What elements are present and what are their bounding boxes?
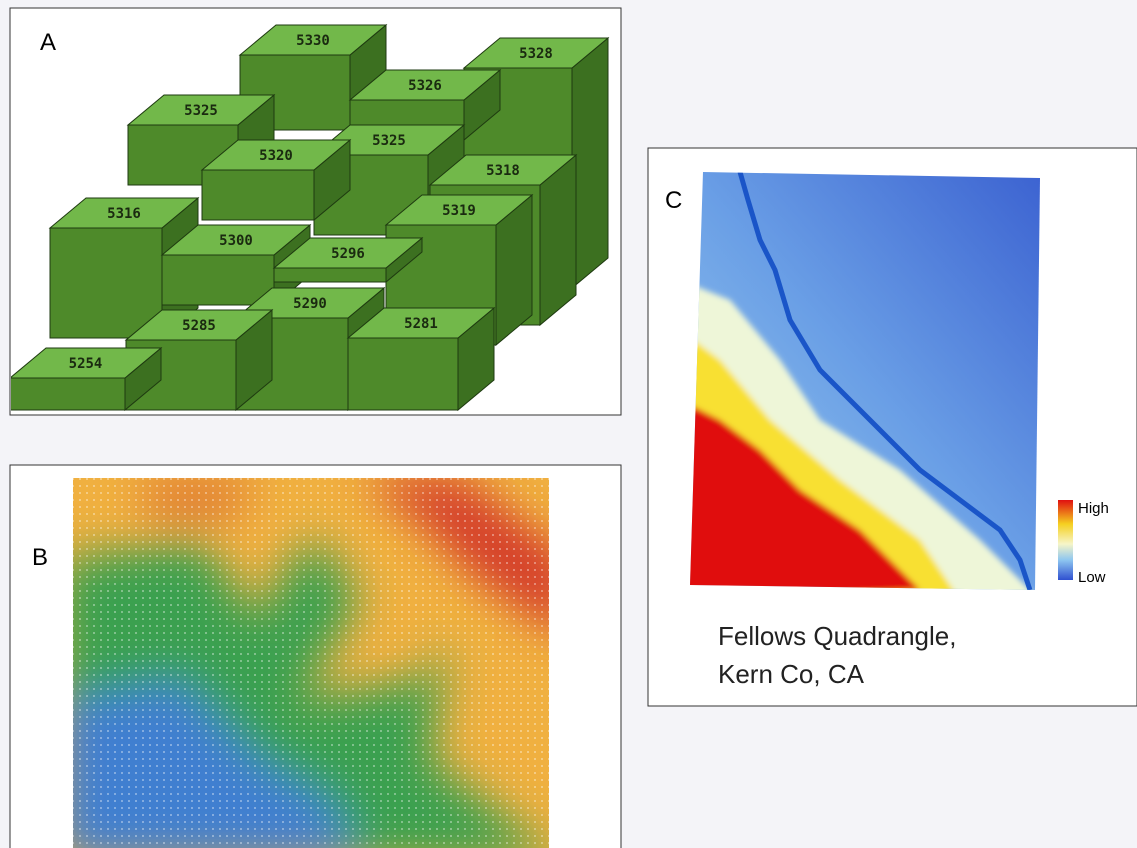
caption: Fellows Quadrangle, xyxy=(718,621,956,651)
block-label: 5316 xyxy=(107,206,141,222)
block-front xyxy=(202,170,314,220)
panel-label: C xyxy=(665,187,682,214)
panel-label: B xyxy=(32,544,48,571)
block-label: 5328 xyxy=(519,46,553,62)
block-label: 5296 xyxy=(331,246,365,262)
block-label: 5330 xyxy=(296,33,330,49)
block-label: 5325 xyxy=(372,133,406,149)
block-label: 5318 xyxy=(486,163,520,179)
legend-low: Low xyxy=(1078,569,1106,586)
block-label: 5254 xyxy=(69,356,103,372)
block-front xyxy=(10,378,125,410)
block-label: 5320 xyxy=(259,148,293,164)
legend-high: High xyxy=(1078,500,1109,517)
raster xyxy=(60,478,570,848)
figure: 5330 5328 5326 5325 5325 5320 5318 5319 5316 5300… xyxy=(0,0,1137,848)
legend-bar xyxy=(1058,500,1073,580)
block-side xyxy=(572,38,608,288)
block-label: 5319 xyxy=(442,203,476,219)
panel-label: A xyxy=(40,29,56,56)
block-label: 5300 xyxy=(219,233,253,249)
block-front xyxy=(348,338,458,410)
block-front xyxy=(162,255,274,305)
caption: Kern Co, CA xyxy=(718,659,865,689)
elevation-map xyxy=(680,165,1050,600)
block-label: 5281 xyxy=(404,316,438,332)
block-label: 5325 xyxy=(184,103,218,119)
block-front xyxy=(274,268,386,282)
block-label: 5290 xyxy=(293,296,327,312)
block-front xyxy=(50,228,162,338)
block-label: 5285 xyxy=(182,318,216,334)
block-label: 5326 xyxy=(408,78,442,94)
